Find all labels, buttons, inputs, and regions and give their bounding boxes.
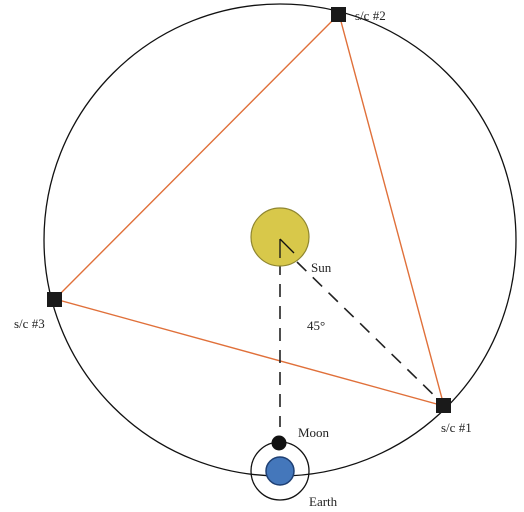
sun-disc (250, 207, 310, 267)
earth-label: Earth (309, 494, 338, 509)
moon-disc (271, 435, 287, 451)
spacecraft-triangle (53, 12, 445, 407)
spacecraft-2-label: s/c #2 (355, 8, 386, 23)
spacecraft-3-label: s/c #3 (14, 316, 45, 331)
sun-spacecraft1-dashed-line (296, 261, 445, 406)
spacecraft-2-marker (331, 7, 346, 22)
spacecraft-1-label: s/c #1 (441, 420, 472, 435)
earth-disc (265, 456, 295, 486)
angle-label: 45° (307, 318, 325, 333)
angle-ray-diagonal (279, 238, 295, 254)
spacecraft-1-marker (436, 398, 451, 413)
sun-label: Sun (311, 260, 332, 275)
spacecraft-3-marker (47, 292, 62, 307)
moon-label: Moon (298, 425, 330, 440)
